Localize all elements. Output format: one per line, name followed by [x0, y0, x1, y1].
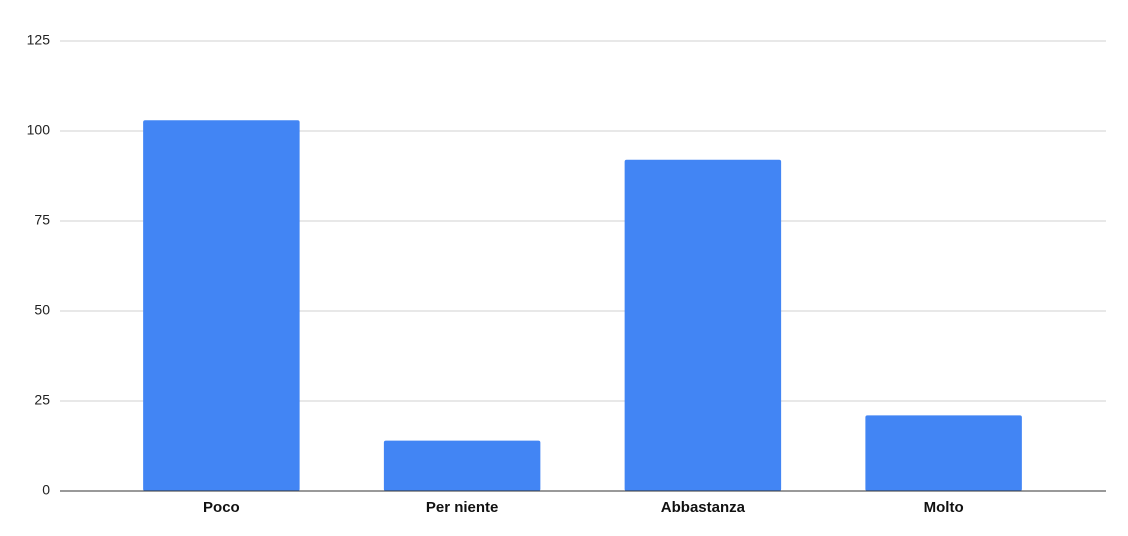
y-tick-label: 75	[34, 212, 50, 228]
bar	[624, 159, 782, 492]
y-tick-label: 125	[27, 32, 51, 48]
bar	[143, 120, 300, 491]
y-tick-label: 50	[34, 302, 50, 318]
x-tick-label: Poco	[203, 499, 240, 516]
x-tick-label: Per niente	[426, 499, 499, 516]
bar	[383, 440, 541, 491]
bar	[865, 415, 1022, 491]
y-tick-label: 0	[42, 482, 50, 498]
x-tick-label: Abbastanza	[661, 499, 746, 516]
y-tick-label: 100	[27, 122, 51, 138]
y-tick-label: 25	[34, 392, 50, 408]
x-tick-label: Molto	[924, 499, 964, 516]
